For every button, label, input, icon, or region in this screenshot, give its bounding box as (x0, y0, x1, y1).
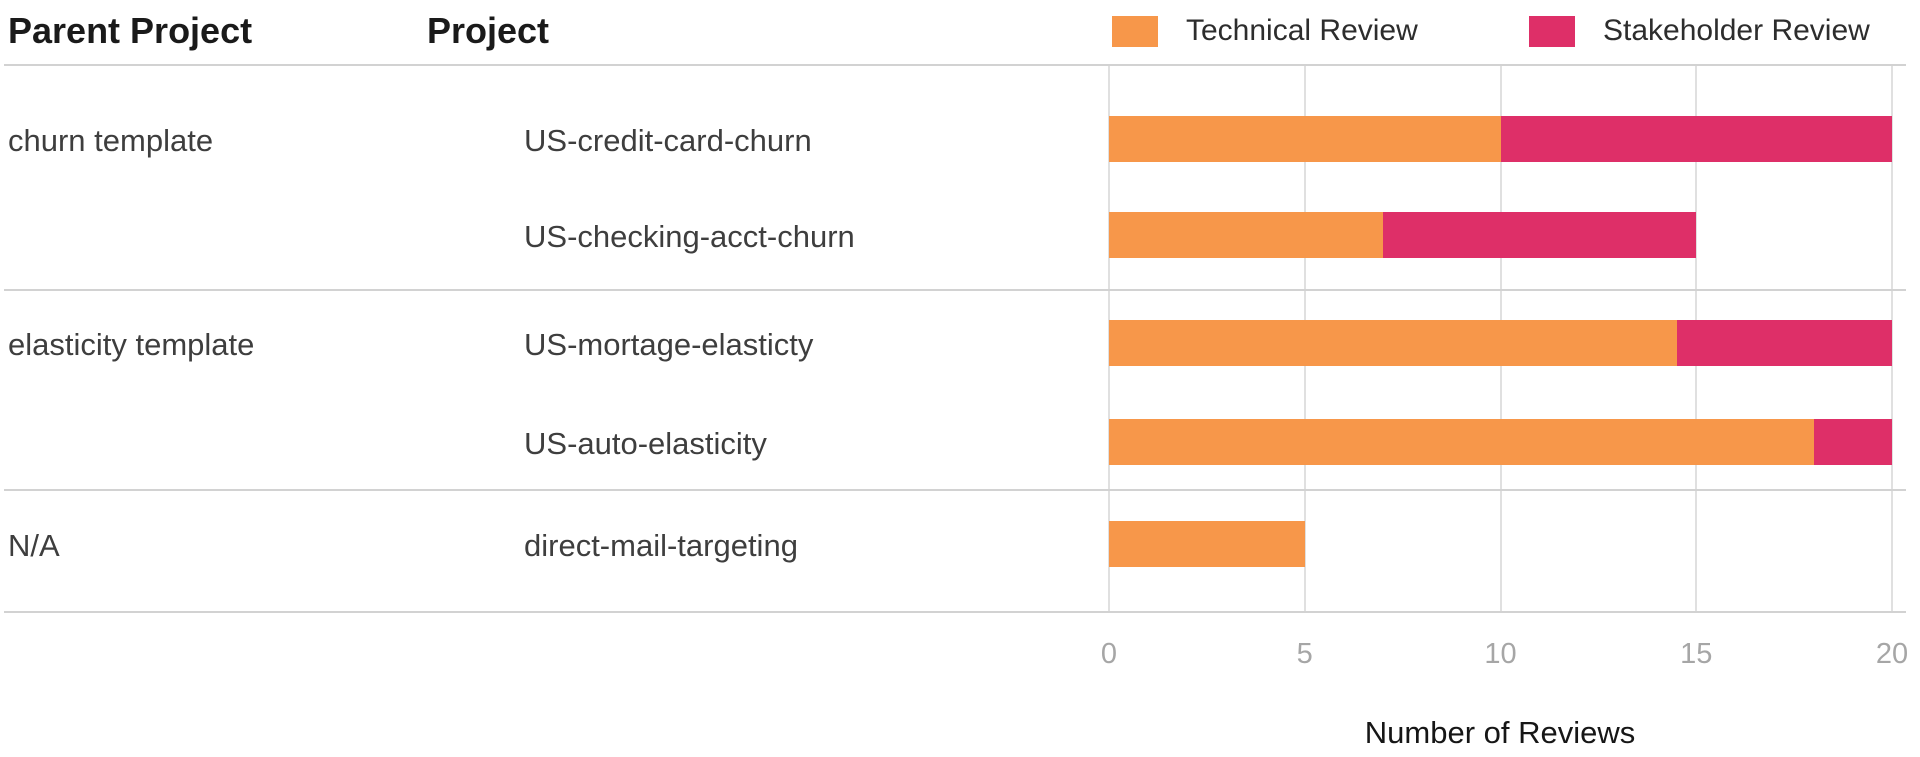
bar-segment-stakeholder-review (1383, 212, 1697, 258)
x-axis-line (4, 611, 1906, 613)
legend-swatch-technical-review-icon (1112, 15, 1158, 47)
x-tick-label: 20 (1875, 638, 1909, 670)
legend-item-technical-review: Technical Review (1112, 14, 1418, 48)
project-label: US-credit-card-churn (524, 123, 812, 158)
project-label: direct-mail-targeting (524, 528, 798, 563)
bar-row (1109, 212, 1697, 258)
x-axis-title: Number of Reviews (1364, 715, 1636, 750)
bar-segment-technical-review (1109, 212, 1384, 258)
legend-label-stakeholder-review: Stakeholder Review (1603, 14, 1870, 47)
parent-project-label: elasticity template (8, 327, 255, 362)
legend: Technical Review Stakeholder Review (0, 0, 1920, 65)
bar-row (1109, 521, 1305, 567)
group-separator-line (4, 289, 1906, 291)
parent-project-label: churn template (8, 123, 214, 158)
bar-segment-stakeholder-review (1813, 419, 1892, 465)
bar-row (1109, 320, 1892, 366)
column-header-parent-project: Parent Project (8, 10, 253, 51)
bar-segment-stakeholder-review (1676, 320, 1892, 366)
bar-segment-technical-review (1109, 320, 1677, 366)
bar-segment-technical-review (1109, 116, 1501, 162)
project-label: US-mortage-elasticty (524, 327, 814, 362)
bar-segment-technical-review (1109, 419, 1814, 465)
bar-row (1109, 419, 1892, 465)
x-gridline (1891, 65, 1893, 612)
x-tick-label: 15 (1680, 638, 1713, 670)
group-separator-line (4, 489, 1906, 491)
x-tick-label: 0 (1100, 638, 1118, 670)
project-label: US-auto-elasticity (524, 426, 767, 461)
legend-item-stakeholder-review: Stakeholder Review (1529, 14, 1870, 48)
x-tick-label: 5 (1296, 638, 1313, 670)
bar-segment-stakeholder-review (1500, 116, 1892, 162)
header-separator-line (4, 64, 1906, 66)
legend-swatch-stakeholder-review-icon (1529, 15, 1575, 47)
bar-segment-technical-review (1109, 521, 1305, 567)
legend-label-technical-review: Technical Review (1186, 14, 1418, 47)
project-label: US-checking-acct-churn (524, 219, 855, 254)
column-header-project: Project (427, 10, 550, 51)
x-tick-label: 10 (1484, 638, 1517, 670)
parent-project-label: N/A (8, 528, 60, 563)
bar-row (1109, 116, 1892, 162)
